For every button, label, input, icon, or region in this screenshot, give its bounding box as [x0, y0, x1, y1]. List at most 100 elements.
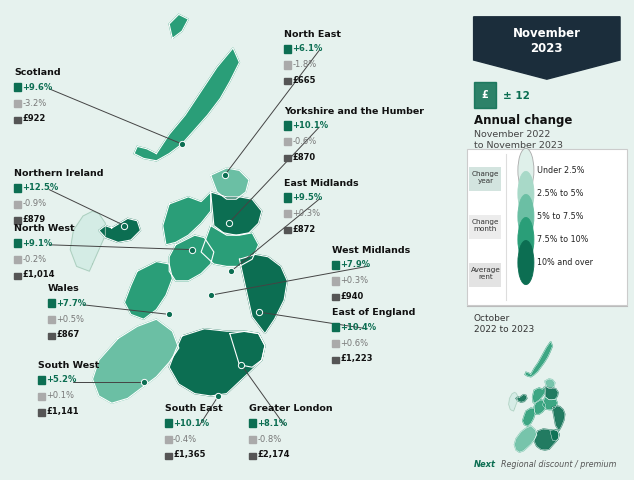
Text: £1,365: £1,365	[173, 450, 205, 459]
Bar	[249, 453, 256, 459]
FancyBboxPatch shape	[469, 263, 501, 287]
Bar	[332, 261, 339, 269]
Text: +10.4%: +10.4%	[340, 323, 377, 332]
Bar	[284, 121, 291, 130]
Polygon shape	[516, 395, 527, 402]
Polygon shape	[514, 426, 537, 452]
Polygon shape	[70, 211, 105, 271]
Text: Wales: Wales	[48, 284, 80, 293]
Bar	[474, 82, 496, 108]
Bar	[284, 155, 291, 161]
Text: £940: £940	[340, 292, 363, 301]
Circle shape	[518, 240, 534, 285]
Text: -3.2%: -3.2%	[22, 98, 46, 108]
Polygon shape	[210, 168, 249, 199]
Polygon shape	[552, 406, 565, 431]
Text: +9.1%: +9.1%	[22, 239, 53, 248]
Text: South West: South West	[38, 361, 100, 370]
Polygon shape	[474, 17, 620, 79]
Bar	[14, 83, 21, 91]
Bar	[284, 138, 291, 145]
Bar	[332, 323, 339, 331]
Polygon shape	[163, 192, 210, 245]
Bar	[332, 277, 339, 285]
Bar	[284, 45, 291, 53]
Text: North East: North East	[284, 30, 341, 39]
Circle shape	[518, 148, 534, 192]
Text: South East: South East	[165, 404, 223, 413]
Text: Northern Ireland: Northern Ireland	[14, 169, 103, 178]
Bar	[14, 217, 21, 224]
Text: Regional discount / premium: Regional discount / premium	[501, 460, 616, 469]
Text: +0.6%: +0.6%	[340, 338, 368, 348]
Text: Annual change: Annual change	[474, 114, 572, 127]
Bar	[332, 357, 339, 363]
Text: +0.1%: +0.1%	[47, 391, 75, 400]
Text: ± 12: ± 12	[503, 91, 530, 101]
Text: £870: £870	[292, 153, 316, 162]
Text: +7.7%: +7.7%	[56, 299, 86, 308]
Text: £872: £872	[292, 225, 316, 234]
Bar	[48, 333, 55, 339]
Circle shape	[518, 217, 534, 262]
Polygon shape	[201, 226, 259, 266]
Text: October
2022 to 2023: October 2022 to 2023	[474, 314, 534, 335]
Text: +5.2%: +5.2%	[47, 375, 77, 384]
Text: Change
year: Change year	[472, 171, 499, 184]
Bar	[14, 100, 21, 107]
Text: +12.5%: +12.5%	[22, 183, 58, 192]
Text: £867: £867	[56, 330, 79, 339]
Text: £879: £879	[22, 215, 46, 224]
Text: +0.3%: +0.3%	[292, 209, 321, 218]
Bar	[38, 409, 45, 416]
Polygon shape	[508, 393, 518, 411]
Polygon shape	[99, 218, 141, 242]
FancyBboxPatch shape	[469, 215, 501, 239]
Text: +10.1%: +10.1%	[292, 121, 328, 130]
Bar	[38, 376, 45, 384]
Polygon shape	[169, 329, 265, 396]
Text: +0.3%: +0.3%	[340, 276, 368, 285]
Text: £665: £665	[292, 76, 316, 85]
Bar	[165, 419, 172, 427]
Text: +6.1%: +6.1%	[292, 44, 323, 53]
Text: +9.6%: +9.6%	[22, 83, 53, 92]
Polygon shape	[169, 235, 214, 281]
Circle shape	[518, 194, 534, 239]
Polygon shape	[543, 397, 557, 409]
Text: Yorkshire and the Humber: Yorkshire and the Humber	[284, 107, 424, 116]
Polygon shape	[525, 342, 552, 377]
Text: -0.4%: -0.4%	[173, 434, 197, 444]
Text: -0.9%: -0.9%	[22, 199, 46, 208]
Bar	[14, 201, 21, 208]
Text: £922: £922	[22, 114, 46, 123]
Text: £: £	[482, 90, 488, 100]
Text: Under 2.5%: Under 2.5%	[537, 166, 585, 175]
Bar	[14, 273, 21, 279]
Polygon shape	[169, 14, 188, 38]
Polygon shape	[545, 379, 555, 389]
Bar	[249, 419, 256, 427]
Polygon shape	[522, 408, 535, 426]
Text: -1.8%: -1.8%	[292, 60, 316, 69]
Polygon shape	[210, 192, 262, 235]
Bar	[48, 316, 55, 323]
Text: November
2023: November 2023	[513, 27, 581, 55]
Text: £1,223: £1,223	[340, 354, 373, 363]
Bar	[165, 453, 172, 459]
Text: Greater London: Greater London	[249, 404, 333, 413]
Text: £1,141: £1,141	[47, 407, 79, 416]
Text: Average
rent: Average rent	[470, 267, 500, 280]
Bar	[284, 78, 291, 84]
Polygon shape	[240, 254, 287, 334]
Text: 7.5% to 10%: 7.5% to 10%	[537, 235, 588, 244]
Bar	[38, 393, 45, 400]
Text: North West: North West	[14, 224, 75, 233]
Text: Change
month: Change month	[472, 219, 499, 232]
Text: +10.1%: +10.1%	[173, 419, 209, 428]
Bar	[165, 436, 172, 443]
Bar	[284, 61, 291, 69]
FancyBboxPatch shape	[467, 149, 627, 305]
Bar	[284, 210, 291, 217]
Polygon shape	[134, 48, 240, 161]
